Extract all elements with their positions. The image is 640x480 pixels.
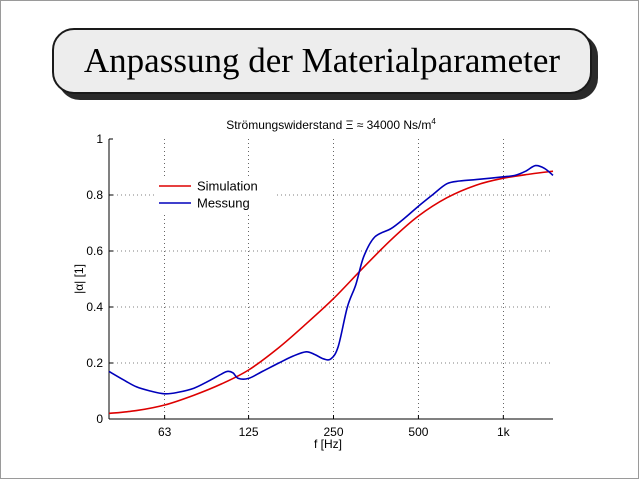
y-tick-label: 0.2: [86, 356, 103, 370]
y-tick-label: 0.8: [86, 188, 103, 202]
x-tick-label: 63: [158, 425, 172, 439]
x-tick-label: 1k: [497, 425, 511, 439]
legend-label-messung: Messung: [197, 196, 250, 211]
y-axis-label: |α| [1]: [72, 264, 86, 294]
x-tick-label: 125: [239, 425, 259, 439]
y-tick-label: 0.6: [86, 244, 103, 258]
slide-title: Anpassung der Materialparameter: [83, 41, 561, 80]
x-axis-label: f [Hz]: [314, 437, 342, 451]
y-tick-label: 1: [96, 132, 103, 146]
y-tick-label: 0.4: [86, 300, 103, 314]
series-line-messung: [108, 164, 554, 395]
legend-label-simulation: Simulation: [197, 179, 258, 194]
chart-title-superscript: 4: [431, 117, 436, 126]
series-line-simulation: [108, 170, 554, 415]
chart-title: Strömungswiderstand Ξ ≈ 34000 Ns/m4: [226, 117, 436, 132]
x-tick-label: 250: [323, 425, 343, 439]
y-tick-label: 0: [96, 412, 103, 426]
slide-title-box: Anpassung der Materialparameter: [52, 28, 592, 94]
x-tick-label: 500: [408, 425, 428, 439]
legend-box: [157, 177, 275, 213]
